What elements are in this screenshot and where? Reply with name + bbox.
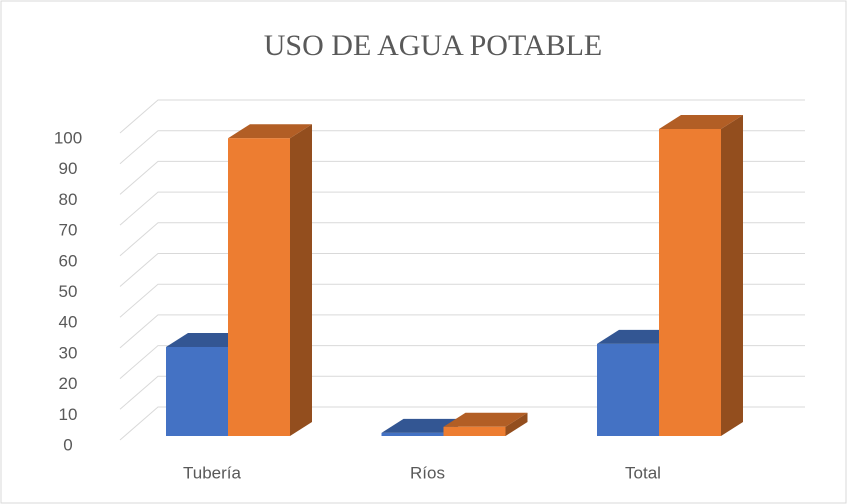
- bar-top: [228, 124, 312, 139]
- grid-line: [119, 375, 805, 410]
- grid-line: [119, 314, 805, 349]
- y-tick-label: 70: [59, 221, 78, 240]
- y-tick-label: 0: [63, 435, 72, 454]
- y-tick-label: 60: [59, 251, 78, 270]
- y-tick-label: 90: [59, 159, 78, 178]
- bar: [228, 124, 312, 437]
- bar-front: [228, 138, 290, 436]
- grid-line: [119, 283, 805, 318]
- x-tick-label: Total: [625, 463, 661, 482]
- x-tick-label: Ríos: [410, 463, 445, 482]
- y-tick-label: 100: [54, 128, 82, 147]
- grid-line: [119, 130, 805, 165]
- grid-line: [119, 99, 805, 134]
- bar-side: [290, 124, 312, 437]
- y-tick-label: 40: [59, 313, 78, 332]
- y-tick-label: 50: [59, 282, 78, 301]
- y-tick-label: 30: [59, 343, 78, 362]
- bar-front: [443, 426, 506, 436]
- grid-line: [119, 222, 805, 257]
- bar-front: [381, 432, 444, 436]
- bar-front: [166, 346, 228, 436]
- bar-side: [505, 412, 528, 436]
- y-tick-label: 10: [59, 405, 78, 424]
- grid-line: [119, 253, 805, 287]
- grid-line: [119, 406, 805, 441]
- grid-line: [119, 191, 805, 226]
- grid-line: [119, 160, 805, 195]
- bar-top: [443, 412, 528, 427]
- bar: [659, 115, 743, 436]
- chart-title: USO DE AGUA POTABLE: [264, 29, 602, 62]
- grid-line: [119, 345, 805, 379]
- bar-front: [597, 343, 659, 436]
- y-tick-label: 80: [59, 190, 78, 209]
- x-tick-label: Tubería: [183, 463, 242, 482]
- bar-top: [659, 115, 743, 129]
- bar: [443, 412, 528, 436]
- y-tick-label: 20: [59, 374, 78, 393]
- bar-side: [721, 115, 743, 436]
- bar-front: [659, 129, 721, 436]
